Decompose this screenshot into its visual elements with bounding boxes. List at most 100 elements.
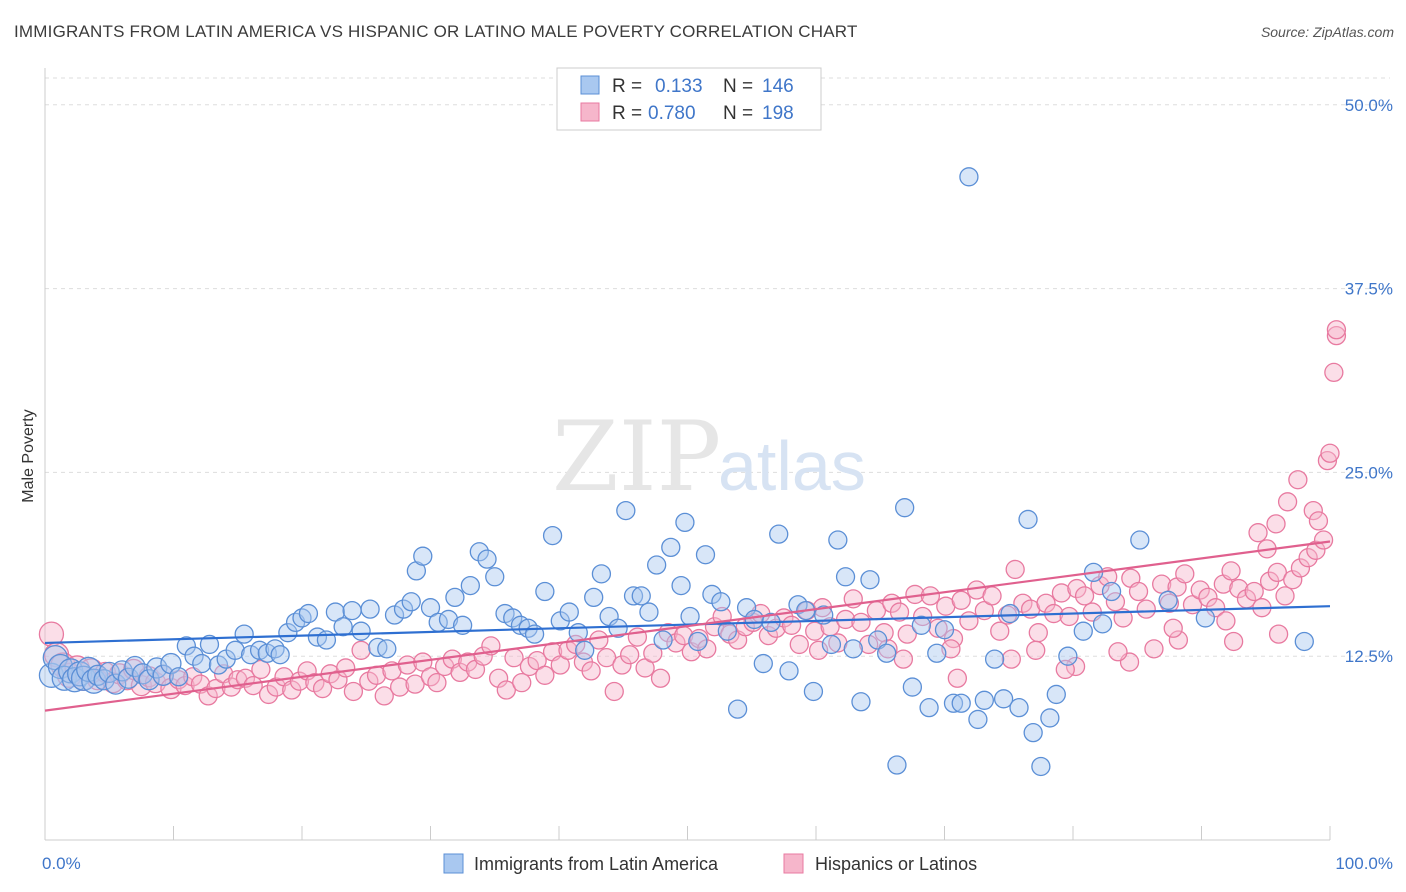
pink-point-124 [982, 586, 1002, 606]
blue-point-111 [877, 643, 897, 663]
blue-point-51 [401, 592, 421, 612]
pink-point-164 [1290, 558, 1311, 578]
pink-point-98 [781, 615, 802, 635]
blue-point-53 [413, 546, 433, 566]
pink-point-55 [450, 662, 470, 683]
blue-point-95 [744, 609, 764, 630]
blue-point-27 [208, 655, 229, 675]
watermark: ZIP atlas [552, 401, 866, 513]
blue-point-57 [445, 587, 465, 608]
bottom-legend-swatch-blue [443, 853, 464, 874]
blue-point-64 [503, 608, 523, 628]
pink-point-108 [859, 634, 879, 655]
blue-point-89 [695, 545, 716, 565]
legend-box [556, 67, 822, 131]
pink-point-153 [1205, 598, 1226, 618]
pink-point-185 [1266, 514, 1286, 534]
pink-point-166 [1306, 540, 1326, 560]
blue-point-115 [911, 615, 932, 635]
blue-point-92 [717, 621, 737, 641]
pink-point-31 [266, 677, 286, 697]
blue-point-141 [1294, 631, 1314, 652]
trend-lines [44, 540, 1331, 712]
pink-point-135 [1067, 578, 1087, 599]
blue-point-109 [860, 570, 880, 590]
blue-point-79 [623, 586, 644, 606]
pink-point-161 [1267, 562, 1287, 583]
blue-point-44 [342, 600, 362, 621]
blue-point-122 [968, 709, 988, 730]
pink-point-120 [951, 590, 971, 610]
pink-point-140 [1105, 592, 1126, 612]
legend-r-label-pink: R = [612, 103, 642, 124]
blue-point-25 [192, 653, 212, 674]
pink-point-158 [1244, 581, 1264, 602]
y-tick-label-1: 25.0% [1345, 463, 1393, 482]
x-tick-label-0: 0.0% [42, 854, 81, 873]
pink-point-99 [789, 634, 809, 655]
blue-point-87 [680, 606, 700, 627]
legend-r-value-blue: 0.133 [655, 76, 703, 97]
blue-point-77 [608, 618, 628, 638]
blue-point-113 [895, 498, 915, 518]
blue-point-102 [803, 681, 824, 702]
blue-point-61 [477, 549, 497, 569]
blue-point-22 [168, 667, 189, 687]
source-label: Source: ZipAtlas.com [1260, 24, 1394, 40]
pink-point-173 [1168, 630, 1189, 650]
blue-point-16 [124, 655, 146, 678]
blue-point-108 [851, 692, 871, 712]
blue-point-131 [1040, 708, 1060, 728]
pink-point-131 [1036, 593, 1056, 613]
blue-point-93 [727, 699, 748, 719]
pink-point-133 [1051, 583, 1072, 603]
pink-point-30 [258, 684, 279, 705]
blue-point-39 [298, 603, 319, 624]
blue-point-84 [661, 537, 681, 558]
blue-point-69 [542, 525, 563, 546]
blue-point-124 [984, 649, 1005, 669]
blue-point-15 [117, 667, 140, 689]
legend-r-label-blue: R = [612, 76, 642, 97]
pink-point-40 [336, 658, 356, 678]
blue-point-137 [1101, 581, 1122, 602]
pink-point-22 [198, 686, 218, 706]
blue-point-31 [240, 645, 261, 665]
series-blue-points [38, 167, 1314, 777]
pink-point-107 [851, 612, 871, 633]
blue-point-86 [675, 512, 695, 533]
pink-point-134 [1059, 606, 1079, 627]
blue-point-88 [688, 631, 708, 652]
blue-point-82 [647, 555, 667, 575]
pink-point-188 [1303, 500, 1323, 521]
pink-point-52 [427, 673, 447, 693]
pink-point-80 [643, 643, 663, 663]
blue-point-133 [1058, 646, 1078, 666]
blue-point-29 [225, 640, 245, 660]
blue-point-94 [736, 598, 757, 618]
blue-point-138 [1130, 530, 1150, 550]
pink-point-96 [766, 618, 786, 638]
blue-point-60 [469, 542, 489, 562]
pink-point-168 [893, 649, 914, 669]
pink-point-45 [374, 686, 394, 706]
blue-point-45 [351, 621, 371, 641]
bottom-legend-label-pink: Hispanics or Latinos [815, 854, 977, 874]
pink-point-136 [1074, 586, 1095, 606]
blue-point-96 [753, 653, 773, 674]
series-pink-points [38, 320, 1347, 706]
pink-point-170 [1026, 640, 1046, 660]
blue-point-139 [1158, 590, 1178, 610]
blue-point-134 [1073, 621, 1093, 641]
blue-point-56 [438, 609, 459, 630]
blue-point-127 [1009, 698, 1029, 718]
blue-point-81 [639, 602, 659, 622]
pink-point-43 [359, 671, 379, 691]
y-tick-label-0: 12.5% [1345, 647, 1393, 666]
pink-point-145 [1144, 639, 1164, 659]
blue-point-78 [616, 500, 636, 521]
pink-point-73 [589, 630, 609, 650]
pink-point-42 [351, 640, 371, 660]
legend-n-value-pink: 198 [762, 103, 794, 124]
pink-point-187 [1288, 470, 1308, 490]
